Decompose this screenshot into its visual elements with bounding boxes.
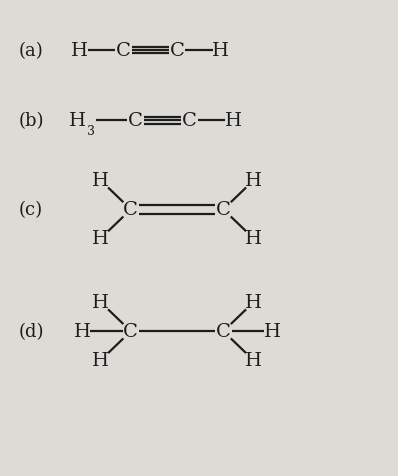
Text: H: H: [92, 230, 109, 248]
Text: H: H: [71, 42, 88, 60]
Text: C: C: [116, 42, 131, 60]
Text: H: H: [92, 294, 109, 311]
Text: (a): (a): [19, 42, 43, 60]
Text: C: C: [170, 42, 185, 60]
Text: C: C: [123, 323, 138, 340]
Text: C: C: [216, 323, 231, 340]
Text: H: H: [92, 172, 109, 190]
Text: H: H: [245, 294, 262, 311]
Text: H: H: [92, 352, 109, 369]
Text: C: C: [123, 201, 138, 219]
Text: (c): (c): [19, 201, 43, 219]
Text: (d): (d): [18, 323, 44, 340]
Text: H: H: [263, 323, 281, 340]
Text: C: C: [128, 112, 143, 130]
Text: H: H: [74, 323, 91, 340]
Text: C: C: [182, 112, 197, 130]
Text: (b): (b): [18, 112, 44, 130]
Text: H: H: [69, 112, 86, 130]
Text: H: H: [224, 112, 242, 130]
Text: H: H: [245, 172, 262, 190]
Text: H: H: [245, 230, 262, 248]
Text: 3: 3: [87, 125, 95, 138]
Text: H: H: [245, 352, 262, 369]
Text: H: H: [213, 42, 229, 60]
Text: C: C: [216, 201, 231, 219]
